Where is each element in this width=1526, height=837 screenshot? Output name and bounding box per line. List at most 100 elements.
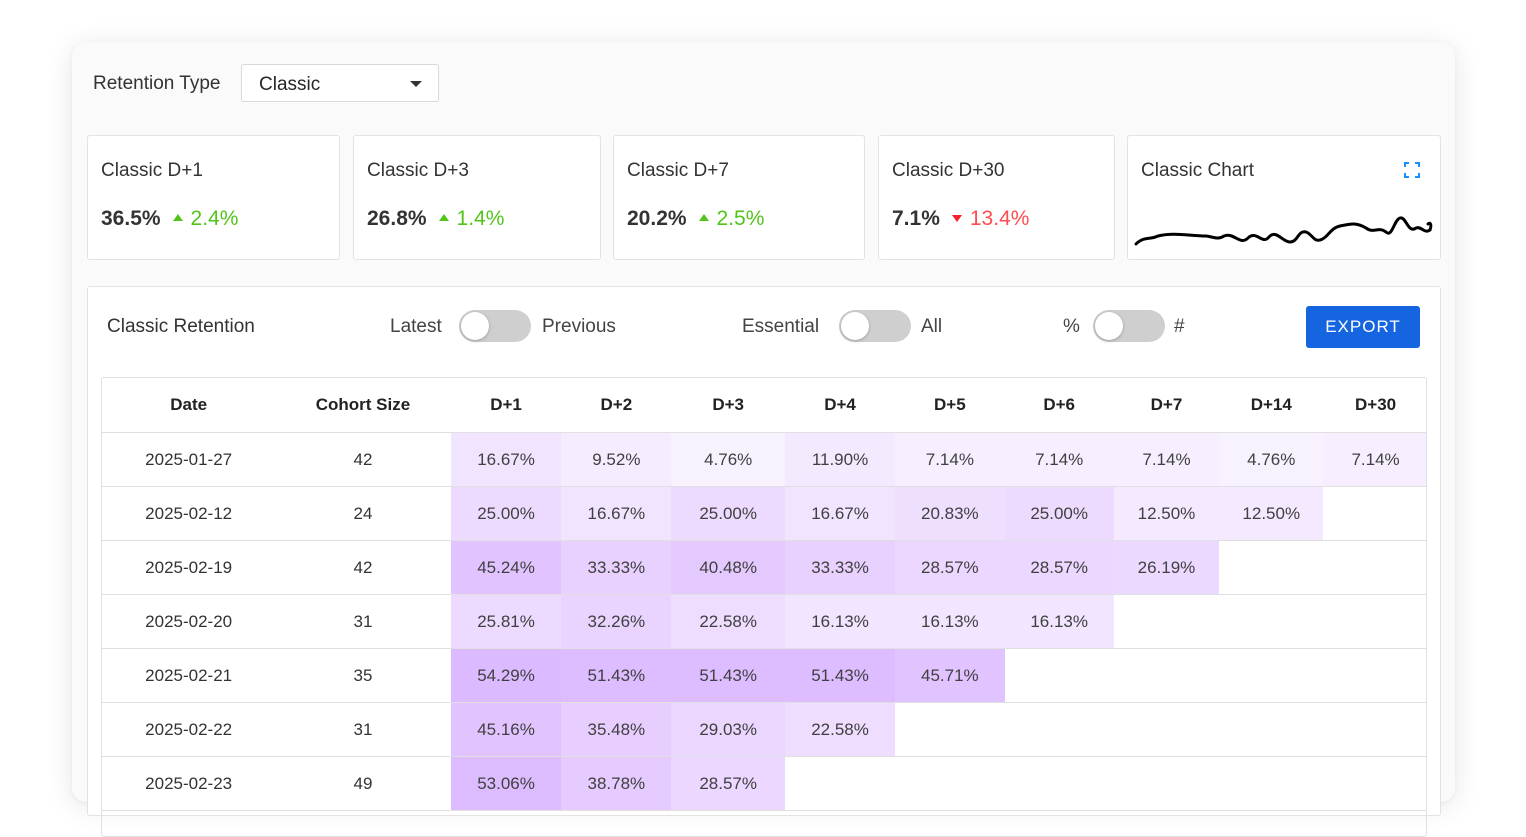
retention-cell: 53.06% bbox=[450, 756, 562, 811]
retention-cell: 7.14% bbox=[894, 432, 1005, 487]
retention-cell: 51.43% bbox=[785, 648, 895, 703]
arrow-up-icon bbox=[438, 214, 449, 221]
retention-cell: 40.48% bbox=[671, 540, 786, 595]
date-cell: 2025-02-12 bbox=[102, 486, 276, 541]
retention-cell: 4.76% bbox=[671, 432, 786, 487]
essential-all-switch[interactable] bbox=[839, 310, 911, 342]
column-header: D+4 bbox=[785, 378, 895, 433]
column-header: D+2 bbox=[561, 378, 672, 433]
retention-cell bbox=[894, 756, 1005, 811]
cohort-size-cell: 42 bbox=[275, 540, 451, 595]
cohort-size-cell: 35 bbox=[275, 648, 451, 703]
table-row: 2025-02-23 49 53.06% 38.78% 28.57% bbox=[102, 756, 1426, 811]
retention-cell: 45.16% bbox=[450, 702, 562, 757]
retention-cell bbox=[1219, 648, 1324, 703]
column-header: D+7 bbox=[1113, 378, 1220, 433]
retention-cell bbox=[1004, 756, 1114, 811]
retention-card: Retention Type Classic Classic D+1 36.5%… bbox=[72, 42, 1455, 837]
metric-card-d3: Classic D+3 26.8% 1.4% bbox=[353, 135, 601, 260]
retention-type-select[interactable]: Classic bbox=[241, 64, 439, 102]
toggle-previous-label: Previous bbox=[542, 316, 616, 337]
column-header: Cohort Size bbox=[275, 378, 451, 433]
retention-cell: 16.13% bbox=[1004, 594, 1114, 649]
date-cell: 2025-02-23 bbox=[102, 756, 276, 811]
retention-cell: 7.14% bbox=[1113, 432, 1220, 487]
date-cell: 2025-02-20 bbox=[102, 594, 276, 649]
switch-knob bbox=[1095, 312, 1123, 340]
retention-cell bbox=[1113, 702, 1220, 757]
retention-cell: 16.67% bbox=[561, 486, 672, 541]
retention-cell bbox=[1004, 702, 1114, 757]
toggle-percent-label: % bbox=[1063, 316, 1080, 337]
retention-cell bbox=[1219, 702, 1324, 757]
metric-value: 26.8% bbox=[367, 207, 427, 230]
retention-cell: 7.14% bbox=[1323, 432, 1426, 487]
date-cell: 2025-02-22 bbox=[102, 702, 276, 757]
retention-cell: 51.43% bbox=[671, 648, 786, 703]
retention-cell bbox=[1323, 594, 1426, 649]
retention-table-wrapper: Date Cohort Size D+1 D+2 D+3 D+4 D+5 D+6 D+7 D+14… bbox=[101, 377, 1427, 837]
retention-cell: 22.58% bbox=[671, 594, 786, 649]
sparkline bbox=[1134, 216, 1433, 246]
metric-card-d7: Classic D+7 20.2% 2.5% bbox=[613, 135, 865, 260]
retention-cell: 16.13% bbox=[785, 594, 895, 649]
metric-change: 2.4% bbox=[190, 207, 239, 230]
retention-cell: 22.58% bbox=[785, 702, 895, 757]
cohort-size-cell: 31 bbox=[275, 594, 451, 649]
retention-cell: 12.50% bbox=[1219, 486, 1324, 541]
export-button[interactable]: EXPORT bbox=[1306, 306, 1420, 348]
retention-cell bbox=[785, 756, 895, 811]
retention-cell: 51.43% bbox=[561, 648, 672, 703]
toggle-all-label: All bbox=[921, 316, 943, 337]
cohort-size-cell: 31 bbox=[275, 702, 451, 757]
retention-cell: 4.76% bbox=[1219, 432, 1324, 487]
table-row: 2025-02-20 31 25.81% 32.26% 22.58% 16.13% 16.1… bbox=[102, 594, 1426, 649]
metric-card-d30: Classic D+30 7.1% 13.4% bbox=[878, 135, 1115, 260]
column-header: D+1 bbox=[450, 378, 562, 433]
caret-down-icon bbox=[410, 81, 422, 87]
cohort-size-cell: 49 bbox=[275, 756, 451, 811]
chart-card-title: Classic Chart bbox=[1141, 160, 1254, 181]
arrow-down-icon bbox=[951, 215, 962, 222]
date-cell: 2025-02-21 bbox=[102, 648, 276, 703]
latest-previous-switch[interactable] bbox=[459, 310, 531, 342]
retention-cell: 32.26% bbox=[561, 594, 672, 649]
metric-change: 2.5% bbox=[716, 207, 765, 230]
retention-cell: 28.57% bbox=[671, 756, 786, 811]
retention-cell: 25.00% bbox=[1004, 486, 1114, 541]
retention-cell bbox=[1219, 756, 1324, 811]
retention-cell: 28.57% bbox=[894, 540, 1005, 595]
retention-type-label: Retention Type bbox=[93, 73, 221, 94]
retention-cell bbox=[1113, 756, 1220, 811]
retention-cell bbox=[1113, 648, 1220, 703]
retention-cell bbox=[894, 702, 1005, 757]
retention-cell: 45.24% bbox=[450, 540, 562, 595]
cohort-size-cell: 42 bbox=[275, 432, 451, 487]
metric-title: Classic D+1 bbox=[101, 160, 203, 181]
table-row: 2025-02-12 24 25.00% 16.67% 25.00% 16.67% 20.8… bbox=[102, 486, 1426, 541]
toggle-latest-label: Latest bbox=[390, 316, 442, 337]
retention-cell: 7.14% bbox=[1004, 432, 1114, 487]
metric-title: Classic D+30 bbox=[892, 160, 1005, 181]
metric-change: 1.4% bbox=[456, 207, 505, 230]
metric-change: 13.4% bbox=[969, 207, 1030, 230]
retention-cell bbox=[1323, 648, 1426, 703]
metric-value: 36.5% bbox=[101, 207, 161, 230]
arrow-up-icon bbox=[172, 214, 183, 221]
retention-type-value: Classic bbox=[259, 74, 321, 95]
retention-cell bbox=[1323, 486, 1426, 541]
retention-cell: 11.90% bbox=[785, 432, 895, 487]
retention-cell: 29.03% bbox=[671, 702, 786, 757]
retention-cell: 26.19% bbox=[1113, 540, 1220, 595]
metric-title: Classic D+3 bbox=[367, 160, 469, 181]
table-row: 2025-02-21 35 54.29% 51.43% 51.43% 51.43% 45.7… bbox=[102, 648, 1426, 703]
retention-cell: 16.67% bbox=[785, 486, 895, 541]
toggle-count-label: # bbox=[1174, 316, 1185, 337]
expand-icon[interactable] bbox=[1404, 162, 1420, 178]
retention-cell: 16.13% bbox=[894, 594, 1005, 649]
table-row: 2025-01-27 42 16.67% 9.52% 4.76% 11.90% 7.14% 7… bbox=[102, 432, 1426, 487]
retention-cell: 16.67% bbox=[450, 432, 562, 487]
percent-count-switch[interactable] bbox=[1093, 310, 1165, 342]
retention-table: Date Cohort Size D+1 D+2 D+3 D+4 D+5 D+6 D+7 D+14… bbox=[102, 378, 1426, 811]
table-body: 2025-01-27 42 16.67% 9.52% 4.76% 11.90% 7.14% 7… bbox=[102, 432, 1426, 811]
